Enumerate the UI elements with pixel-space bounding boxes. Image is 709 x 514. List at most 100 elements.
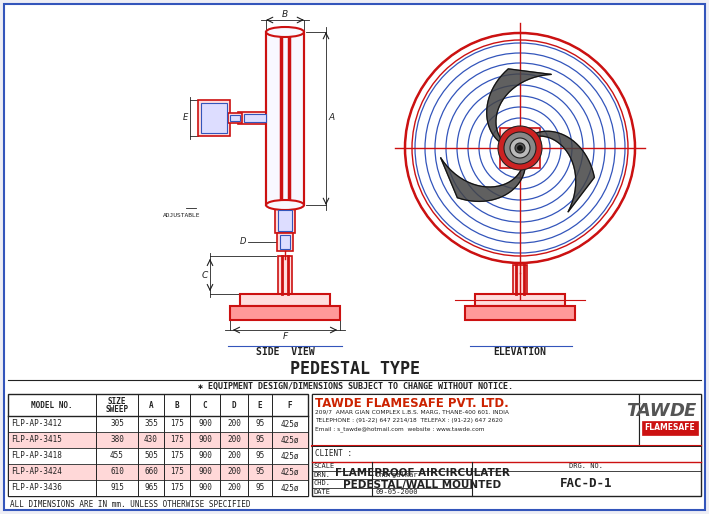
Text: 95: 95 xyxy=(255,435,264,445)
Bar xyxy=(8,394,308,496)
Text: 175: 175 xyxy=(170,419,184,429)
Bar xyxy=(277,233,293,251)
Text: TAWDE FLAMESAFE PVT. LTD.: TAWDE FLAMESAFE PVT. LTD. xyxy=(315,397,509,410)
Bar xyxy=(475,294,565,306)
Text: 505: 505 xyxy=(144,451,158,461)
Text: 610: 610 xyxy=(110,468,124,476)
Bar xyxy=(280,235,290,249)
Bar xyxy=(244,114,266,122)
Text: 200: 200 xyxy=(227,484,241,492)
Text: ALL DIMENSIONS ARE IN mm. UNLESS OTHERWISE SPECIFIED: ALL DIMENSIONS ARE IN mm. UNLESS OTHERWI… xyxy=(10,500,250,509)
Bar xyxy=(275,208,295,233)
Text: 95: 95 xyxy=(255,468,264,476)
Text: 425ø: 425ø xyxy=(281,435,299,445)
Text: ✱ EQUIPMENT DESIGN/DIMENSIONS SUBJECT TO CHANGE WITHOUT NOTICE.: ✱ EQUIPMENT DESIGN/DIMENSIONS SUBJECT TO… xyxy=(198,382,513,391)
Text: 965: 965 xyxy=(144,484,158,492)
Text: 209/7  AMAR GIAN COMPLEX L.B.S. MARG, THANE-400 601. INDIA: 209/7 AMAR GIAN COMPLEX L.B.S. MARG, THA… xyxy=(315,410,509,415)
Text: F: F xyxy=(282,332,288,341)
Bar xyxy=(240,294,330,306)
Text: SCALE: SCALE xyxy=(314,463,335,469)
Bar xyxy=(198,100,230,136)
Text: SIDE  VIEW: SIDE VIEW xyxy=(256,347,314,357)
Text: D: D xyxy=(240,237,246,247)
Bar xyxy=(642,421,698,435)
Bar xyxy=(278,256,292,294)
Text: 175: 175 xyxy=(170,468,184,476)
Text: SIZE: SIZE xyxy=(108,396,126,406)
Bar xyxy=(506,134,534,162)
Text: 200: 200 xyxy=(227,435,241,445)
Polygon shape xyxy=(486,69,552,144)
Text: 430: 430 xyxy=(144,435,158,445)
Text: ELEVATION: ELEVATION xyxy=(493,347,547,357)
Text: DRN.: DRN. xyxy=(314,472,331,478)
Bar xyxy=(312,394,639,446)
Text: DE: DE xyxy=(670,402,697,420)
Text: 455: 455 xyxy=(110,451,124,461)
Text: 175: 175 xyxy=(170,451,184,461)
Text: TAW: TAW xyxy=(626,402,670,420)
Polygon shape xyxy=(532,131,594,212)
Text: FLAMESAFE: FLAMESAFE xyxy=(644,424,696,432)
Text: B: B xyxy=(174,400,179,410)
Bar xyxy=(312,446,701,462)
Text: 900: 900 xyxy=(198,468,212,476)
Text: 200: 200 xyxy=(227,468,241,476)
Bar xyxy=(513,265,527,294)
Bar xyxy=(465,306,575,320)
Bar xyxy=(9,416,308,431)
Text: ADJUSTABLE: ADJUSTABLE xyxy=(163,213,201,218)
Text: 425ø: 425ø xyxy=(281,419,299,429)
Text: F: F xyxy=(288,400,292,410)
Text: FAC-D-1: FAC-D-1 xyxy=(559,477,613,490)
Text: Email : s_tawde@hotmail.com  website : www.tawde.com: Email : s_tawde@hotmail.com website : ww… xyxy=(315,426,484,432)
Bar xyxy=(230,306,340,320)
Text: CHD.: CHD. xyxy=(314,480,331,486)
Bar xyxy=(230,115,240,121)
Text: 175: 175 xyxy=(170,484,184,492)
Text: SWEEP: SWEEP xyxy=(106,405,128,413)
Text: 380: 380 xyxy=(110,435,124,445)
Text: D: D xyxy=(232,400,236,410)
Bar xyxy=(201,103,227,133)
Text: DRG. NO.: DRG. NO. xyxy=(569,463,603,469)
Bar xyxy=(9,465,308,480)
Bar xyxy=(278,210,292,231)
Bar xyxy=(639,394,701,446)
Text: Dhargalkar: Dhargalkar xyxy=(375,472,418,478)
Bar xyxy=(500,128,540,168)
Circle shape xyxy=(498,126,542,170)
Text: 660: 660 xyxy=(144,468,158,476)
Text: A: A xyxy=(149,400,153,410)
Text: PEDESTAL/WALL MOUNTED: PEDESTAL/WALL MOUNTED xyxy=(343,480,501,490)
Text: C: C xyxy=(203,400,207,410)
Text: CLIENT :: CLIENT : xyxy=(315,450,352,458)
Circle shape xyxy=(515,143,525,153)
Text: 95: 95 xyxy=(255,419,264,429)
Bar xyxy=(9,449,308,464)
Text: FLAMEPROOF AIRCIRCULATER: FLAMEPROOF AIRCIRCULATER xyxy=(335,468,510,478)
Text: FLP-AP-3412: FLP-AP-3412 xyxy=(11,419,62,429)
Text: 305: 305 xyxy=(110,419,124,429)
Text: 95: 95 xyxy=(255,451,264,461)
Text: 425ø: 425ø xyxy=(281,451,299,461)
Text: PEDESTAL TYPE: PEDESTAL TYPE xyxy=(290,360,420,378)
Text: 425ø: 425ø xyxy=(281,484,299,492)
Text: E: E xyxy=(257,400,262,410)
Bar xyxy=(9,481,308,495)
Circle shape xyxy=(510,138,530,158)
Text: TELEPHONE : (91-22) 647 2214/18  TELEFAX : (91-22) 647 2620: TELEPHONE : (91-22) 647 2214/18 TELEFAX … xyxy=(315,418,503,423)
Bar xyxy=(238,112,266,124)
Bar xyxy=(228,113,242,123)
Ellipse shape xyxy=(266,27,304,37)
Bar xyxy=(312,394,701,496)
Text: 200: 200 xyxy=(227,419,241,429)
Text: FLP-AP-3424: FLP-AP-3424 xyxy=(11,468,62,476)
Bar xyxy=(9,432,308,448)
Text: 175: 175 xyxy=(170,435,184,445)
Text: 355: 355 xyxy=(144,419,158,429)
Text: 200: 200 xyxy=(227,451,241,461)
Text: 900: 900 xyxy=(198,419,212,429)
Text: 425ø: 425ø xyxy=(281,468,299,476)
Text: A: A xyxy=(328,114,334,122)
